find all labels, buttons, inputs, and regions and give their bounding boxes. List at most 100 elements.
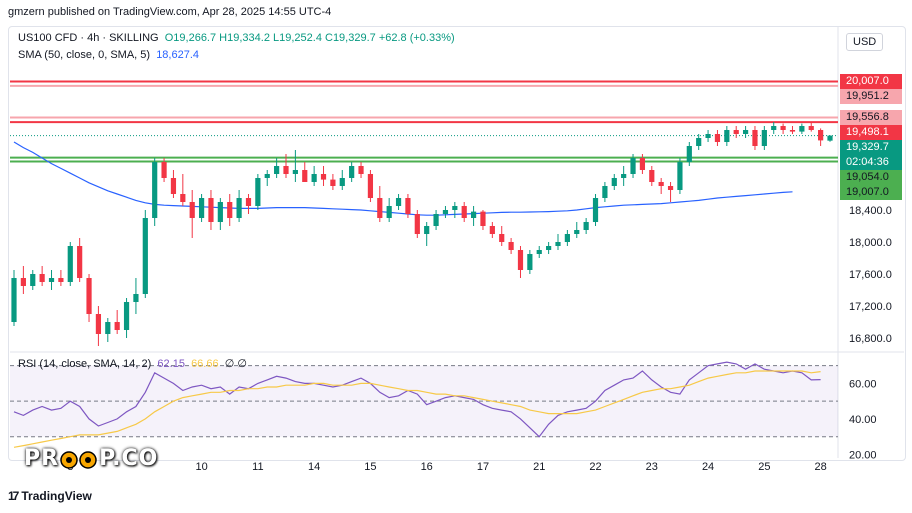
legend-main: US100 CFD · 4h · SKILLING O19,266.7 H19,…	[18, 32, 455, 44]
chart-frame	[8, 26, 906, 461]
x-tick-label: 10	[195, 461, 207, 473]
legend-high: H19,334.2	[219, 32, 270, 44]
price-tag: 02:04:36	[840, 154, 902, 170]
candle-body	[367, 174, 374, 198]
publisher-text: gmzern published on TradingView.com, Apr…	[8, 6, 332, 18]
candle-body	[546, 246, 552, 250]
x-tick-label: 24	[702, 461, 714, 473]
candle-body	[133, 294, 139, 302]
candle-body	[198, 198, 205, 218]
candle-body	[771, 126, 777, 130]
candle-body	[208, 198, 214, 222]
price-tag: 20,007.0	[840, 73, 902, 89]
y-tick-label: 18,000.0	[849, 237, 892, 249]
candle-body	[20, 278, 26, 286]
candle-body	[592, 198, 599, 222]
candle-body	[480, 211, 486, 226]
candle-body	[377, 198, 383, 218]
legend-open: O19,266.7	[164, 32, 217, 44]
x-tick-label: 16	[421, 461, 433, 473]
candle-body	[142, 218, 148, 294]
candle-body	[517, 250, 524, 270]
candle-body	[302, 170, 308, 182]
candle-body	[752, 130, 758, 146]
candle-body	[123, 302, 130, 330]
rsi-y-tick-label: 20.00	[849, 449, 877, 461]
candle-body	[714, 134, 721, 142]
candle-body	[227, 202, 233, 218]
legend-sma: SMA (50, close, 0, SMA, 5) 18,627.4	[18, 49, 199, 61]
price-tag: 19,054.0	[840, 169, 902, 185]
y-tick-label: 17,200.0	[849, 301, 892, 313]
candle-body	[58, 278, 64, 282]
tradingview-brand[interactable]: 17 TradingView	[8, 489, 92, 503]
candle-body	[395, 198, 402, 206]
x-tick-label: 11	[252, 461, 263, 473]
price-tag: 19,498.1	[840, 124, 902, 140]
candle-body	[245, 198, 252, 206]
x-tick-label: 28	[814, 461, 826, 473]
legend-symbol: US100 CFD · 4h · SKILLING	[18, 32, 159, 44]
candle-body	[686, 146, 692, 162]
candle-body	[452, 206, 458, 210]
candle-body	[574, 230, 580, 234]
candle-body	[349, 166, 355, 178]
price-tag: 19,556.8	[840, 109, 902, 125]
legend-rsi-value: 62.15	[157, 358, 185, 370]
x-tick-label: 14	[308, 461, 320, 473]
x-tick-label: 25	[758, 461, 770, 473]
legend-sma-value: 18,627.4	[156, 49, 200, 61]
candle-body	[611, 178, 617, 186]
candle-body	[405, 198, 411, 214]
candle-body	[386, 206, 392, 218]
legend-rsi-ma-value: 66.66	[191, 358, 219, 370]
candle-body	[48, 278, 55, 282]
candle-body	[733, 130, 739, 134]
legend-sma-label: SMA (50, close, 0, SMA, 5)	[18, 49, 151, 61]
candle-body	[67, 246, 73, 282]
candle-body	[630, 158, 636, 174]
legend-change: +62.8 (+0.33%)	[378, 32, 455, 44]
candle-body	[508, 242, 514, 250]
candle-body	[564, 234, 570, 242]
rsi-y-tick-label: 40.00	[849, 414, 877, 426]
candle-body	[39, 274, 45, 282]
candle-body	[236, 198, 242, 218]
candle-body	[339, 178, 345, 186]
candle-body	[30, 274, 36, 286]
watermark-logo: PR P.CO	[24, 446, 158, 471]
candle-body	[799, 126, 805, 132]
candle-body	[818, 130, 824, 141]
candle-body	[292, 170, 298, 174]
candle-body	[114, 322, 120, 330]
candle-body	[705, 134, 711, 138]
candle-body	[11, 278, 17, 322]
x-tick-label: 22	[589, 461, 601, 473]
legend-rsi: RSI (14, close, SMA, 14, 2) 62.15 66.66 …	[18, 357, 247, 370]
legend-rsi-extra: ∅ ∅	[224, 358, 247, 370]
candle-body	[658, 182, 664, 186]
candle-body	[555, 242, 561, 246]
candle-body	[283, 166, 289, 174]
candle-body	[358, 166, 364, 174]
candle-body	[499, 234, 505, 242]
price-tag: 19,329.7	[840, 139, 902, 155]
candle-body	[742, 130, 749, 134]
candle-body	[696, 138, 702, 146]
legend-close: C19,329.7	[325, 32, 376, 44]
rsi-line	[13, 361, 821, 438]
legend-low: L19,252.4	[273, 32, 322, 44]
candle-body	[414, 214, 420, 234]
currency-button[interactable]: USD	[846, 33, 884, 51]
candle-body	[536, 250, 542, 254]
candle-body	[217, 202, 223, 222]
x-tick-label: 15	[364, 461, 376, 473]
candle-body	[264, 174, 270, 178]
candle-body	[789, 130, 796, 132]
candle-body	[105, 322, 111, 334]
candle-body	[602, 186, 608, 198]
candle-body	[827, 135, 833, 141]
candle-body	[95, 314, 102, 334]
candle-body	[311, 174, 317, 182]
